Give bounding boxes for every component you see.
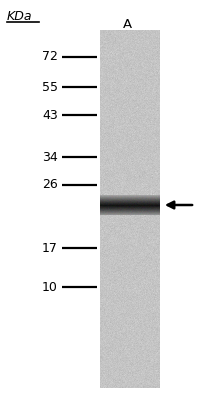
Text: 34: 34 xyxy=(42,151,58,164)
Text: KDa: KDa xyxy=(7,10,32,23)
Text: 55: 55 xyxy=(42,81,58,94)
Text: 72: 72 xyxy=(42,50,58,63)
Text: A: A xyxy=(122,18,131,31)
Text: 17: 17 xyxy=(42,242,58,254)
Text: 43: 43 xyxy=(42,109,58,122)
Text: 10: 10 xyxy=(42,281,58,294)
Text: 26: 26 xyxy=(42,178,58,191)
